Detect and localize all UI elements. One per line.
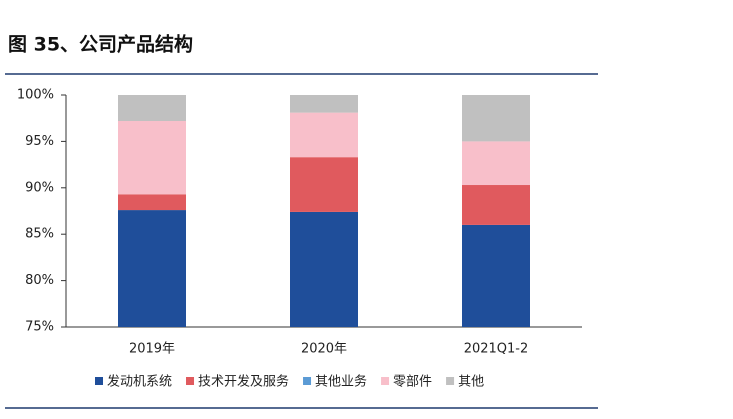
bar-segment (462, 185, 530, 225)
y-tick-label: 80% (25, 273, 54, 288)
bar-segment (290, 95, 358, 113)
bar-segment (462, 224, 530, 327)
legend-label: 其他业务 (315, 374, 367, 390)
legend-swatch (186, 377, 195, 385)
legend-swatch (303, 377, 312, 385)
x-tick-label: 2020年 (301, 342, 347, 357)
bar-segment (290, 211, 358, 327)
x-tick-label: 2019年 (129, 342, 175, 357)
legend-swatch (95, 377, 103, 385)
y-tick-label: 90% (25, 180, 54, 195)
legend-swatch (446, 377, 455, 385)
bar-segment (118, 194, 186, 211)
bar-segment (118, 120, 186, 195)
bar-segment (118, 95, 186, 121)
bar-segment (118, 210, 186, 327)
y-tick-label: 100% (17, 88, 54, 103)
legend-label: 零部件 (393, 375, 432, 390)
legend-swatch (381, 377, 390, 385)
chart-title: 图 35、公司产品结构 (8, 33, 193, 56)
legend-label: 技术开发及服务 (198, 374, 289, 390)
bar-segment (462, 95, 530, 142)
y-tick-label: 85% (25, 227, 54, 242)
bar-segment (290, 112, 358, 158)
x-tick-label: 2021Q1-2 (464, 342, 529, 357)
legend-label: 其他 (458, 375, 484, 390)
y-tick-label: 95% (25, 134, 54, 149)
bar-segment (290, 157, 358, 212)
y-tick-label: 75% (25, 320, 54, 335)
legend-label: 发动机系统 (107, 374, 172, 390)
bar-segment (462, 141, 530, 186)
